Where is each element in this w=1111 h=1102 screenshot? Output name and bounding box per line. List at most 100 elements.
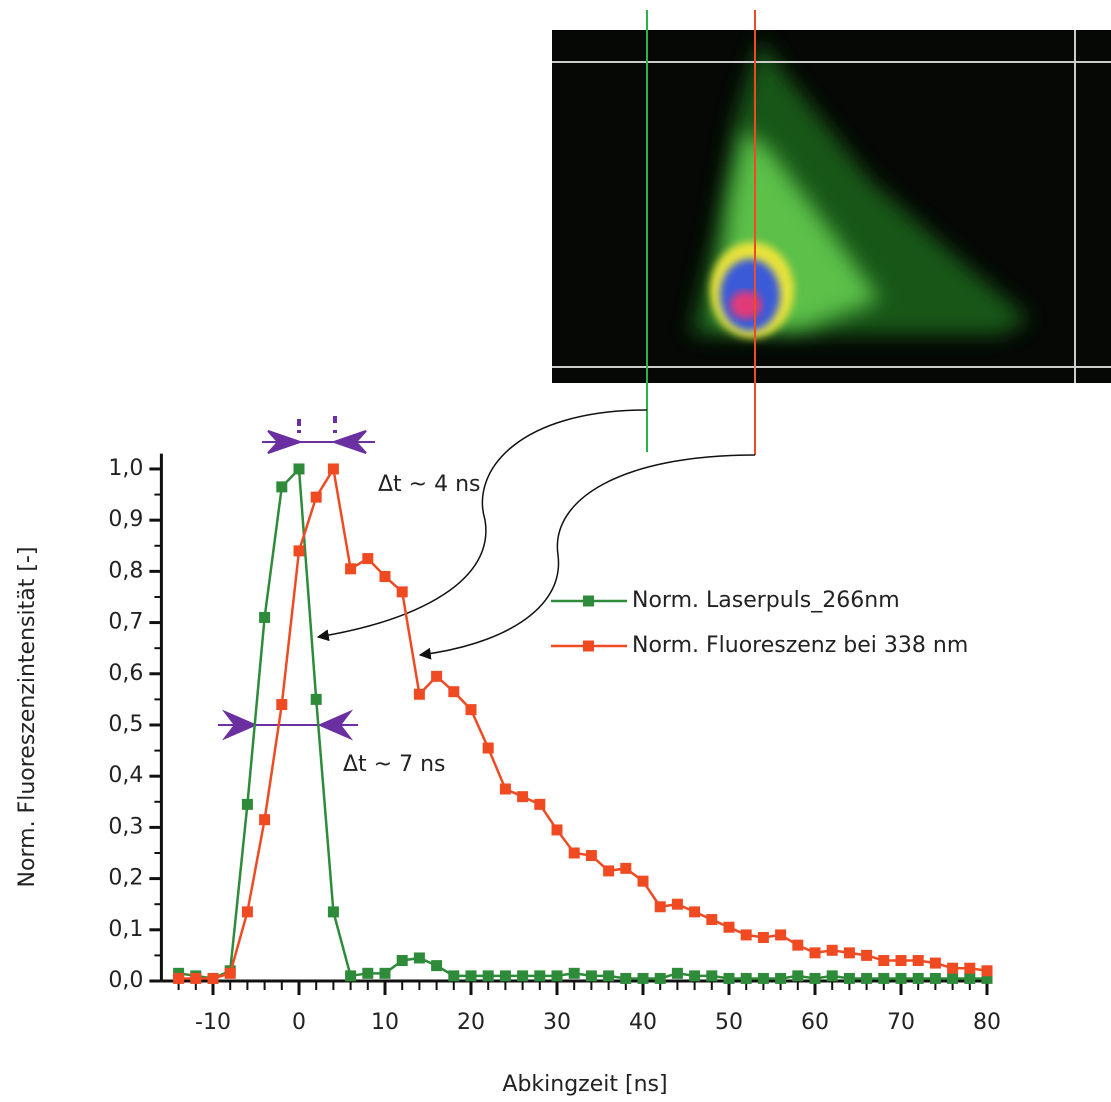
point xyxy=(929,957,941,969)
point xyxy=(895,955,907,967)
point xyxy=(740,972,752,984)
point xyxy=(310,491,322,503)
point xyxy=(568,967,580,979)
point xyxy=(465,970,477,982)
point xyxy=(276,698,288,710)
arrow xyxy=(316,409,648,642)
x-tick-label: 60 xyxy=(801,1010,829,1035)
point xyxy=(327,463,339,475)
point xyxy=(413,952,425,964)
x-tick-label: 30 xyxy=(543,1010,571,1035)
point xyxy=(224,967,236,979)
point xyxy=(345,563,357,575)
y-tick-label: 1,0 xyxy=(108,456,143,481)
point xyxy=(843,972,855,984)
point xyxy=(620,862,632,874)
x-tick-label: 20 xyxy=(457,1010,485,1035)
point xyxy=(792,939,804,951)
point xyxy=(551,970,563,982)
point xyxy=(826,944,838,956)
y-tick-label: 0,4 xyxy=(108,763,143,788)
series-line xyxy=(178,465,988,980)
point xyxy=(912,972,924,984)
point xyxy=(259,814,271,826)
point xyxy=(740,929,752,941)
point xyxy=(396,586,408,598)
y-tick-label: 0,9 xyxy=(108,507,143,532)
point xyxy=(241,798,253,810)
x-tick-label: 0 xyxy=(292,1010,306,1035)
point xyxy=(293,545,305,557)
point xyxy=(345,970,357,982)
point xyxy=(603,970,615,982)
point xyxy=(964,962,976,974)
point xyxy=(792,970,804,982)
point xyxy=(241,906,253,918)
point xyxy=(637,875,649,887)
point xyxy=(981,965,993,977)
point xyxy=(448,970,460,982)
point xyxy=(465,704,477,716)
y-tick-label: 0,7 xyxy=(108,610,143,635)
x-tick-label: -10 xyxy=(195,1010,231,1035)
point xyxy=(293,463,305,475)
y-tick-label: 0,8 xyxy=(108,558,143,583)
point xyxy=(723,972,735,984)
point xyxy=(517,970,529,982)
point xyxy=(964,972,976,984)
point xyxy=(929,972,941,984)
point xyxy=(396,955,408,967)
point xyxy=(499,783,511,795)
point xyxy=(775,972,787,984)
point xyxy=(173,972,185,984)
point xyxy=(259,611,271,623)
point xyxy=(603,865,615,877)
x-tick-label: 50 xyxy=(715,1010,743,1035)
point xyxy=(981,972,993,984)
point xyxy=(706,914,718,926)
point xyxy=(809,972,821,984)
point xyxy=(276,481,288,493)
point xyxy=(413,688,425,700)
x-tick-label: 80 xyxy=(973,1010,1001,1035)
legend-label: Norm. Laserpuls_266nm xyxy=(632,588,900,613)
point xyxy=(843,947,855,959)
y-axis-title: Norm. Fluoreszenzintensität [-] xyxy=(15,547,40,888)
x-tick-label: 40 xyxy=(629,1010,657,1035)
point xyxy=(757,972,769,984)
legend-label: Norm. Fluoreszenz bei 338 nm xyxy=(632,633,968,658)
annotation: Δt ~ 4 ns xyxy=(378,472,481,497)
point xyxy=(861,972,873,984)
fwhm-markers xyxy=(218,416,375,741)
y-tick-label: 0,1 xyxy=(108,917,143,942)
point xyxy=(947,972,959,984)
point xyxy=(585,850,597,862)
point xyxy=(689,906,701,918)
y-tick-label: 0,0 xyxy=(108,968,143,993)
y-tick-label: 0,5 xyxy=(108,712,143,737)
x-tick-label: 10 xyxy=(371,1010,399,1035)
point xyxy=(878,955,890,967)
point xyxy=(706,970,718,982)
point xyxy=(362,967,374,979)
point xyxy=(620,972,632,984)
point xyxy=(310,693,322,705)
point xyxy=(517,791,529,803)
point xyxy=(431,670,443,682)
point xyxy=(878,972,890,984)
streak-image xyxy=(552,30,1111,383)
point xyxy=(637,972,649,984)
point xyxy=(190,972,202,984)
point xyxy=(568,847,580,859)
point xyxy=(551,824,563,836)
point xyxy=(912,955,924,967)
point xyxy=(482,970,494,982)
point xyxy=(861,949,873,961)
legend-marker xyxy=(583,640,594,652)
point xyxy=(654,901,666,913)
point xyxy=(895,972,907,984)
point xyxy=(431,960,443,972)
point xyxy=(585,970,597,982)
point xyxy=(775,929,787,941)
